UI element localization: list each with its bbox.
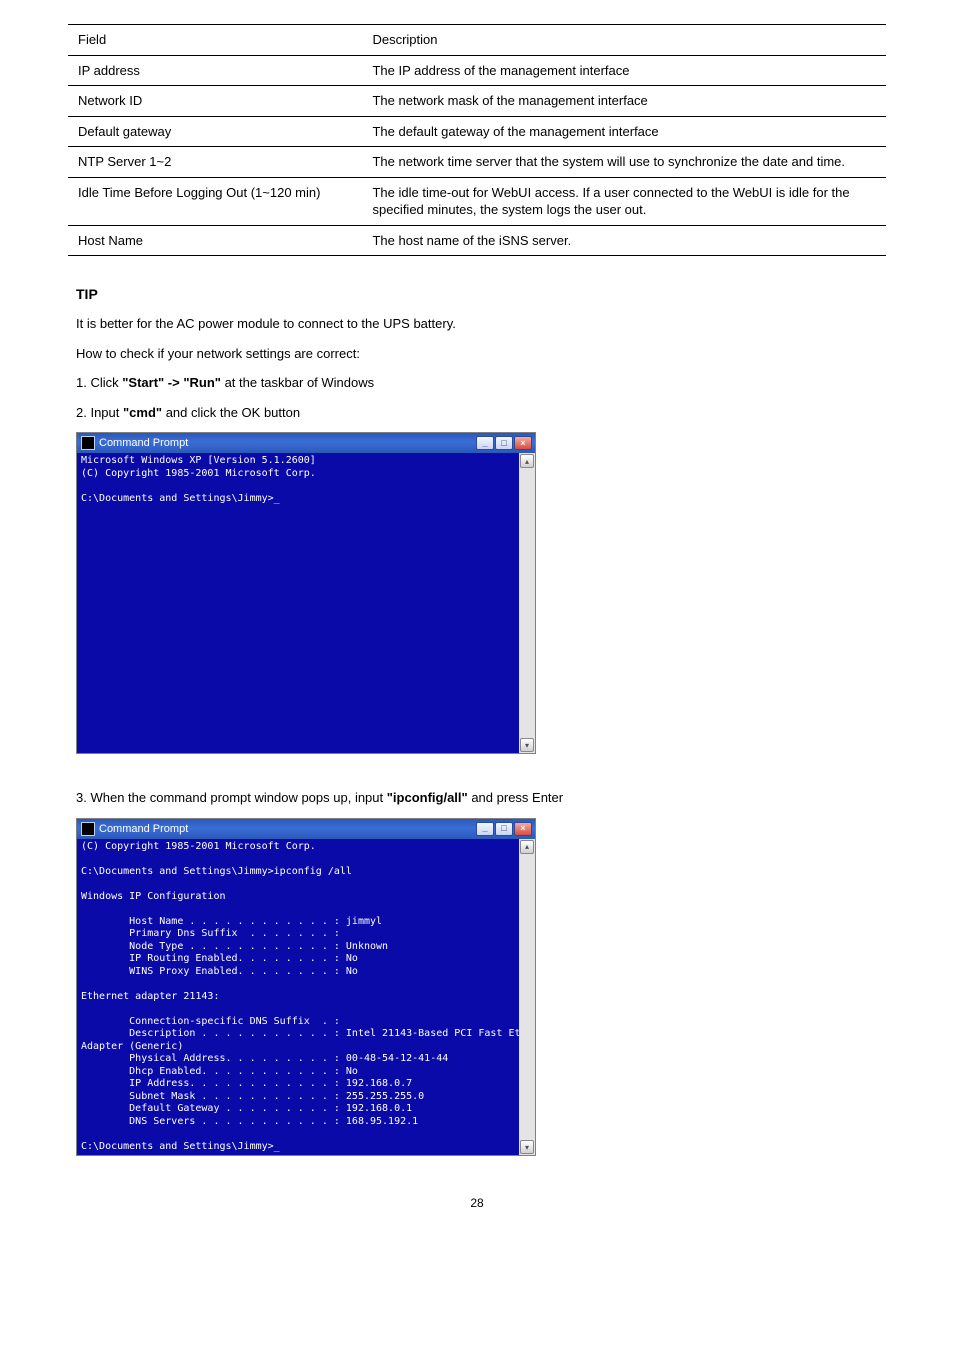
cell-field: IP address — [68, 55, 362, 86]
tip-heading: TIP — [76, 286, 886, 302]
scrollbar[interactable]: ▴ ▾ — [519, 839, 535, 1156]
step-3: 3. When the command prompt window pops u… — [76, 788, 886, 808]
cmd-body-wrap: (C) Copyright 1985-2001 Microsoft Corp. … — [77, 839, 535, 1156]
command-prompt-window: Command Prompt _ □ × (C) Copyright 1985-… — [76, 818, 536, 1157]
minimize-button[interactable]: _ — [476, 436, 494, 450]
step-num: 3. — [76, 790, 87, 805]
cell-desc: The host name of the iSNS server. — [362, 225, 886, 256]
step-text: at the taskbar of Windows — [225, 375, 375, 390]
close-button[interactable]: × — [514, 822, 532, 836]
table-row: IP address The IP address of the managem… — [68, 55, 886, 86]
table-row: NTP Server 1~2 The network time server t… — [68, 147, 886, 178]
tip-line-2: How to check if your network settings ar… — [76, 344, 886, 364]
scroll-up-icon[interactable]: ▴ — [520, 840, 534, 854]
table-row: Default gateway The default gateway of t… — [68, 116, 886, 147]
cell-desc: Description — [362, 25, 886, 56]
window-buttons: _ □ × — [476, 436, 532, 450]
cell-field: Host Name — [68, 225, 362, 256]
cell-desc: The default gateway of the management in… — [362, 116, 886, 147]
window-title: Command Prompt — [99, 823, 472, 835]
table-row: Host Name The host name of the iSNS serv… — [68, 225, 886, 256]
tip-line-1: It is better for the AC power module to … — [76, 314, 886, 334]
cmd-output: Microsoft Windows XP [Version 5.1.2600] … — [77, 453, 519, 753]
cell-field: Default gateway — [68, 116, 362, 147]
window-titlebar: Command Prompt _ □ × — [77, 433, 535, 453]
step-1: 1. Click "Start" -> "Run" at the taskbar… — [76, 373, 886, 393]
cmd-icon — [81, 822, 95, 836]
close-button[interactable]: × — [514, 436, 532, 450]
cell-field: NTP Server 1~2 — [68, 147, 362, 178]
step-text: and click the OK button — [166, 405, 300, 420]
cell-desc: The network time server that the system … — [362, 147, 886, 178]
scroll-down-icon[interactable]: ▾ — [520, 738, 534, 752]
cell-field: Network ID — [68, 86, 362, 117]
scroll-down-icon[interactable]: ▾ — [520, 1140, 534, 1154]
command-prompt-window: Command Prompt _ □ × Microsoft Windows X… — [76, 432, 536, 754]
step-text: and press Enter — [471, 790, 563, 805]
window-titlebar: Command Prompt _ □ × — [77, 819, 535, 839]
cell-field: Field — [68, 25, 362, 56]
cell-desc: The network mask of the management inter… — [362, 86, 886, 117]
minimize-button[interactable]: _ — [476, 822, 494, 836]
cmd-output: (C) Copyright 1985-2001 Microsoft Corp. … — [77, 839, 519, 1156]
cmd-icon — [81, 436, 95, 450]
fields-table: Field Description IP address The IP addr… — [68, 24, 886, 256]
cell-field: Idle Time Before Logging Out (1~120 min) — [68, 177, 362, 225]
page-number: 28 — [68, 1196, 886, 1210]
table-row: Idle Time Before Logging Out (1~120 min)… — [68, 177, 886, 225]
step-bold: "ipconfig/all" — [387, 790, 468, 805]
window-title: Command Prompt — [99, 437, 472, 449]
maximize-button[interactable]: □ — [495, 822, 513, 836]
scrollbar[interactable]: ▴ ▾ — [519, 453, 535, 753]
cell-desc: The idle time-out for WebUI access. If a… — [362, 177, 886, 225]
cmd-body-wrap: Microsoft Windows XP [Version 5.1.2600] … — [77, 453, 535, 753]
step-text: When the command prompt window pops up, … — [90, 790, 386, 805]
step-bold: "cmd" — [123, 405, 162, 420]
scroll-up-icon[interactable]: ▴ — [520, 454, 534, 468]
step-num: 2. — [76, 405, 87, 420]
step-text: Click — [90, 375, 122, 390]
step-bold: "Start" -> "Run" — [122, 375, 221, 390]
window-buttons: _ □ × — [476, 822, 532, 836]
step-num: 1. — [76, 375, 87, 390]
step-text: Input — [90, 405, 123, 420]
step-2: 2. Input "cmd" and click the OK button — [76, 403, 886, 423]
table-row: Field Description — [68, 25, 886, 56]
table-row: Network ID The network mask of the manag… — [68, 86, 886, 117]
cell-desc: The IP address of the management interfa… — [362, 55, 886, 86]
maximize-button[interactable]: □ — [495, 436, 513, 450]
